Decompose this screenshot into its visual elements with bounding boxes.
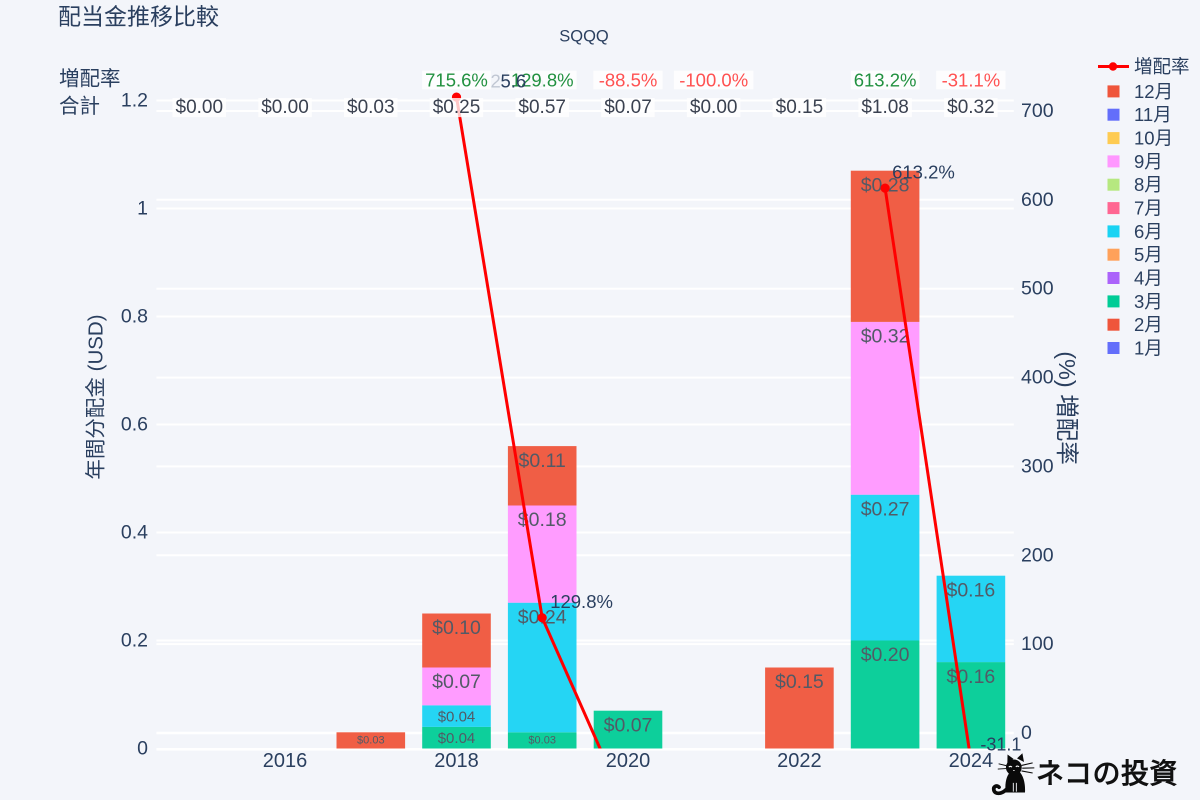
svg-text:5.6: 5.6: [501, 71, 527, 92]
svg-text:SQQQ: SQQQ: [559, 28, 609, 46]
svg-text:$0.07: $0.07: [604, 97, 652, 118]
svg-text:合計: 合計: [59, 95, 100, 118]
svg-text:$0.16: $0.16: [946, 579, 995, 601]
svg-text:5月: 5月: [1134, 244, 1163, 265]
svg-text:6月: 6月: [1134, 221, 1163, 242]
svg-text:300: 300: [1021, 455, 1054, 477]
svg-text:ネコの投資: ネコの投資: [1036, 758, 1178, 789]
svg-text:$0.03: $0.03: [347, 97, 395, 118]
svg-text:700: 700: [1021, 100, 1054, 122]
svg-text:10月: 10月: [1134, 128, 1173, 149]
svg-text:12月: 12月: [1134, 81, 1173, 102]
svg-text:0.6: 0.6: [121, 414, 148, 436]
svg-text:8月: 8月: [1134, 174, 1163, 195]
svg-text:613.2%: 613.2%: [854, 70, 917, 91]
svg-text:1: 1: [137, 198, 148, 220]
svg-text:2月: 2月: [1134, 314, 1163, 335]
svg-text:配当金推移比較: 配当金推移比較: [58, 4, 219, 30]
svg-text:$0.07: $0.07: [604, 714, 653, 736]
svg-text:$0.00: $0.00: [261, 97, 309, 118]
svg-text:-31.1%: -31.1%: [942, 70, 1001, 91]
svg-text:$0.04: $0.04: [438, 730, 476, 747]
svg-text:0: 0: [1021, 722, 1032, 744]
svg-text:$0.25: $0.25: [433, 97, 481, 118]
svg-text:$0.00: $0.00: [690, 97, 738, 118]
svg-text:715.6%: 715.6%: [425, 70, 488, 91]
svg-text:$0.10: $0.10: [432, 617, 481, 639]
svg-text:129.8%: 129.8%: [511, 70, 574, 91]
svg-text:-88.5%: -88.5%: [599, 70, 658, 91]
svg-text:$1.08: $1.08: [861, 97, 909, 118]
svg-text:613.2%: 613.2%: [892, 162, 955, 183]
svg-text:129.8%: 129.8%: [550, 591, 613, 612]
svg-text:$0.32: $0.32: [947, 97, 995, 118]
svg-text:600: 600: [1021, 189, 1054, 211]
svg-text:0: 0: [137, 738, 148, 760]
svg-text:2022: 2022: [777, 750, 822, 772]
svg-text:$0.27: $0.27: [861, 498, 910, 520]
svg-text:$0.18: $0.18: [518, 509, 567, 531]
svg-text:7月: 7月: [1134, 198, 1163, 219]
svg-text:11月: 11月: [1134, 104, 1172, 125]
svg-text:増配率: 増配率: [1134, 56, 1190, 77]
svg-text:$0.15: $0.15: [776, 97, 824, 118]
svg-text:(%) 増配率: (%) 増配率: [1054, 351, 1080, 465]
svg-text:-100.0%: -100.0%: [679, 70, 748, 91]
svg-text:1月: 1月: [1134, 338, 1163, 359]
svg-text:$0.11: $0.11: [519, 450, 566, 472]
svg-text:$0.00: $0.00: [176, 97, 224, 118]
svg-text:9月: 9月: [1134, 151, 1163, 172]
svg-text:1.2: 1.2: [121, 90, 148, 112]
svg-text:$0.07: $0.07: [432, 671, 481, 693]
svg-text:2018: 2018: [434, 750, 479, 772]
svg-text:100: 100: [1021, 633, 1054, 655]
svg-text:4月: 4月: [1134, 268, 1163, 289]
svg-text:2020: 2020: [606, 750, 651, 772]
svg-text:3月: 3月: [1134, 291, 1163, 312]
svg-text:$0.04: $0.04: [438, 708, 476, 725]
svg-text:2016: 2016: [263, 750, 308, 772]
svg-text:2024: 2024: [949, 750, 994, 772]
svg-text:0.2: 0.2: [121, 630, 148, 652]
svg-text:$0.32: $0.32: [861, 326, 910, 348]
svg-text:$0.16: $0.16: [946, 666, 995, 688]
svg-text:$0.20: $0.20: [861, 644, 910, 666]
svg-text:$0.03: $0.03: [528, 734, 556, 746]
svg-text:$0.15: $0.15: [775, 671, 824, 693]
svg-text:200: 200: [1021, 544, 1054, 566]
svg-text:2: 2: [491, 71, 501, 92]
svg-text:年間分配金 (USD): 年間分配金 (USD): [85, 314, 108, 479]
svg-text:0.4: 0.4: [121, 522, 148, 544]
svg-text:増配率: 増配率: [59, 68, 121, 91]
svg-text:-31.1: -31.1: [980, 735, 1021, 755]
svg-text:0.8: 0.8: [121, 306, 148, 328]
svg-text:$0.03: $0.03: [357, 734, 385, 746]
svg-text:400: 400: [1021, 367, 1054, 389]
svg-text:$0.57: $0.57: [518, 97, 566, 118]
svg-text:500: 500: [1021, 278, 1054, 300]
